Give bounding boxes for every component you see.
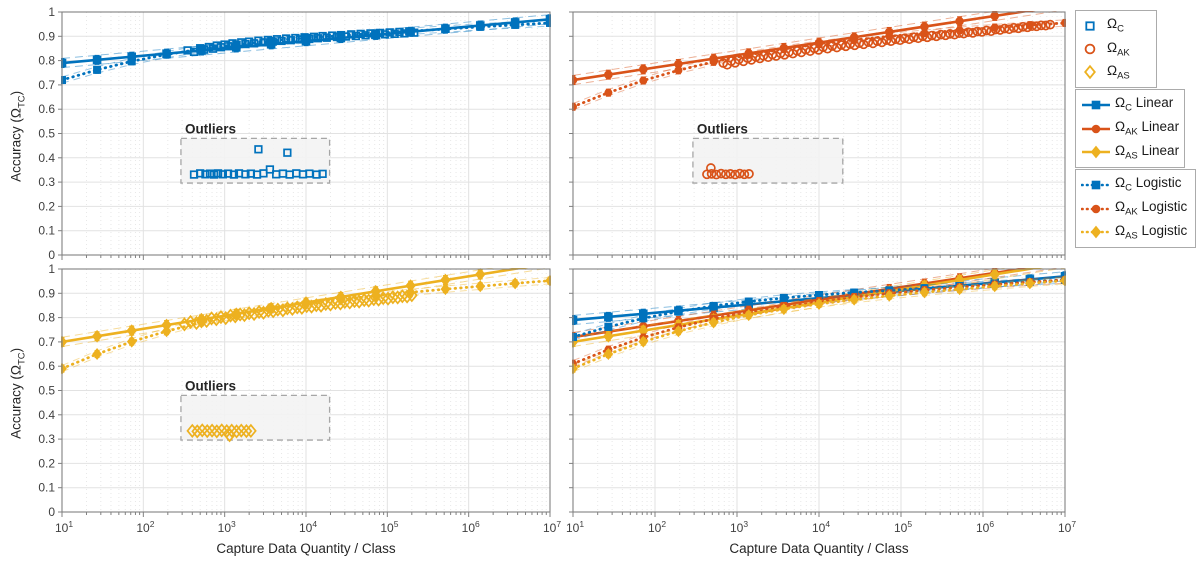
panel-bottom-right: 101 102 103 104 105 106 107 — [566, 268, 1076, 535]
legend-linear-box: ΩC Linear ΩAK Linear ΩAS Linear — [1075, 89, 1185, 168]
svg-text:106: 106 — [976, 519, 994, 535]
x-axis-title-left: Capture Data Quantity / Class — [216, 541, 396, 556]
legend-label: ΩAS — [1107, 62, 1130, 82]
svg-text:102: 102 — [136, 519, 154, 535]
svg-text:0.6: 0.6 — [38, 359, 55, 373]
svg-text:107: 107 — [1058, 519, 1076, 535]
diamond-marker-icon — [1084, 65, 1096, 80]
legend-label: ΩC Linear — [1115, 95, 1174, 115]
solid-line-circle-icon — [1082, 124, 1110, 133]
svg-text:103: 103 — [730, 519, 748, 535]
legend-item-omega-as-linear: ΩAS Linear — [1081, 140, 1180, 164]
svg-text:0.3: 0.3 — [38, 175, 55, 189]
legend-item-omega-as-logistic: ΩAS Logistic — [1081, 220, 1189, 244]
outlier-box-top-right: Outliers — [692, 121, 844, 184]
x-tick-labels-bottom-right: 101 102 103 104 105 106 107 — [566, 519, 1076, 535]
svg-text:0.6: 0.6 — [38, 102, 55, 116]
svg-text:0.8: 0.8 — [38, 54, 55, 68]
svg-text:107: 107 — [543, 519, 561, 535]
svg-text:0: 0 — [48, 248, 55, 262]
svg-text:106: 106 — [462, 519, 480, 535]
dotted-line-diamond-icon — [1081, 225, 1111, 239]
svg-text:1: 1 — [48, 262, 55, 276]
svg-text:0.1: 0.1 — [38, 481, 55, 495]
svg-text:105: 105 — [380, 519, 398, 535]
axes-frame-bottom-right — [569, 268, 1066, 517]
y-axis-title-bottom: Accuracy (ΩTC) — [8, 347, 28, 439]
svg-text:0.4: 0.4 — [38, 408, 55, 422]
legend-item-omega-c: ΩC — [1081, 14, 1150, 37]
svg-text:1: 1 — [48, 5, 55, 19]
svg-text:0.3: 0.3 — [38, 432, 55, 446]
svg-text:0.1: 0.1 — [38, 224, 55, 238]
outliers-label: Outliers — [185, 121, 236, 136]
dotted-line-circle-icon — [1081, 204, 1111, 213]
svg-text:0.7: 0.7 — [38, 78, 55, 92]
axes-frame-top-left — [58, 11, 551, 260]
legend-label: ΩC Logistic — [1115, 175, 1182, 195]
grid-top-left — [62, 12, 550, 255]
legend-item-omega-ak-logistic: ΩAK Logistic — [1081, 197, 1189, 221]
y-axis-title-top: Accuracy (ΩTC) — [8, 90, 28, 182]
legend-marker-box: ΩC ΩAK ΩAS — [1075, 10, 1157, 88]
svg-text:0: 0 — [48, 505, 55, 519]
svg-text:104: 104 — [812, 519, 830, 535]
svg-text:0.2: 0.2 — [38, 456, 55, 470]
x-axis-title-right: Capture Data Quantity / Class — [729, 541, 909, 556]
legend-logistic-box: ΩC Logistic ΩAK Logistic ΩAS Logistic — [1075, 169, 1196, 248]
x-tick-labels-bottom-left: 101 102 103 104 105 106 107 — [55, 519, 561, 535]
svg-text:0.9: 0.9 — [38, 29, 55, 43]
svg-text:105: 105 — [894, 519, 912, 535]
outliers-label: Outliers — [185, 378, 236, 393]
panel-top-right: Outliers — [569, 11, 1066, 260]
scatter-points-c — [183, 27, 419, 57]
legend-item-omega-ak-linear: ΩAK Linear — [1081, 117, 1180, 141]
svg-text:101: 101 — [55, 519, 73, 535]
svg-text:0.7: 0.7 — [38, 335, 55, 349]
scatter-points-ak — [718, 19, 1056, 70]
svg-text:103: 103 — [218, 519, 236, 535]
outliers-label: Outliers — [697, 121, 748, 136]
outlier-points-ak — [702, 163, 754, 180]
solid-line-diamond-icon — [1082, 145, 1110, 159]
axes-frame-top-right — [569, 11, 1066, 260]
svg-text:0.5: 0.5 — [38, 127, 55, 141]
legend-label: ΩAK Logistic — [1115, 199, 1188, 218]
svg-text:0.4: 0.4 — [38, 151, 55, 165]
outlier-points-c — [189, 145, 327, 179]
svg-text:0.5: 0.5 — [38, 384, 55, 398]
svg-text:101: 101 — [566, 519, 584, 535]
series-as-logistic — [572, 274, 1066, 375]
legend-item-omega-c-linear: ΩC Linear — [1081, 93, 1178, 117]
legend-label: ΩC — [1107, 16, 1124, 35]
panel-top-left: Outliers 0 0.1 0.2 0.3 0.4 0.5 0.6 0.7 0.8 0.9 1 — [38, 5, 551, 262]
legend-label: ΩAS Linear — [1115, 142, 1180, 162]
legend-label: ΩAK Linear — [1115, 119, 1180, 138]
circle-marker-icon — [1084, 43, 1096, 55]
dotted-line-square-icon — [1081, 180, 1111, 190]
outlier-points-as — [186, 423, 257, 443]
y-tick-labels-top-left: 0 0.1 0.2 0.3 0.4 0.5 0.6 0.7 0.8 0.9 1 — [38, 5, 55, 262]
svg-text:0.2: 0.2 — [38, 199, 55, 213]
scatter-points-as — [178, 288, 418, 332]
legend-item-omega-c-logistic: ΩC Logistic — [1081, 173, 1189, 197]
y-tick-labels-bottom-left: 0 0.1 0.2 0.3 0.4 0.5 0.6 0.7 0.8 0.9 1 — [38, 262, 55, 519]
svg-text:102: 102 — [648, 519, 666, 535]
legend-label: ΩAK — [1107, 39, 1130, 59]
legend-item-omega-ak: ΩAK — [1081, 37, 1150, 60]
solid-line-square-icon — [1082, 100, 1110, 110]
legend-label: ΩAS Logistic — [1115, 222, 1188, 242]
svg-text:0.9: 0.9 — [38, 286, 55, 300]
square-marker-icon — [1085, 21, 1095, 31]
svg-text:104: 104 — [299, 519, 317, 535]
axes-frame-bottom-left — [58, 268, 551, 517]
legend-item-omega-as: ΩAS — [1081, 61, 1150, 84]
svg-text:0.8: 0.8 — [38, 311, 55, 325]
